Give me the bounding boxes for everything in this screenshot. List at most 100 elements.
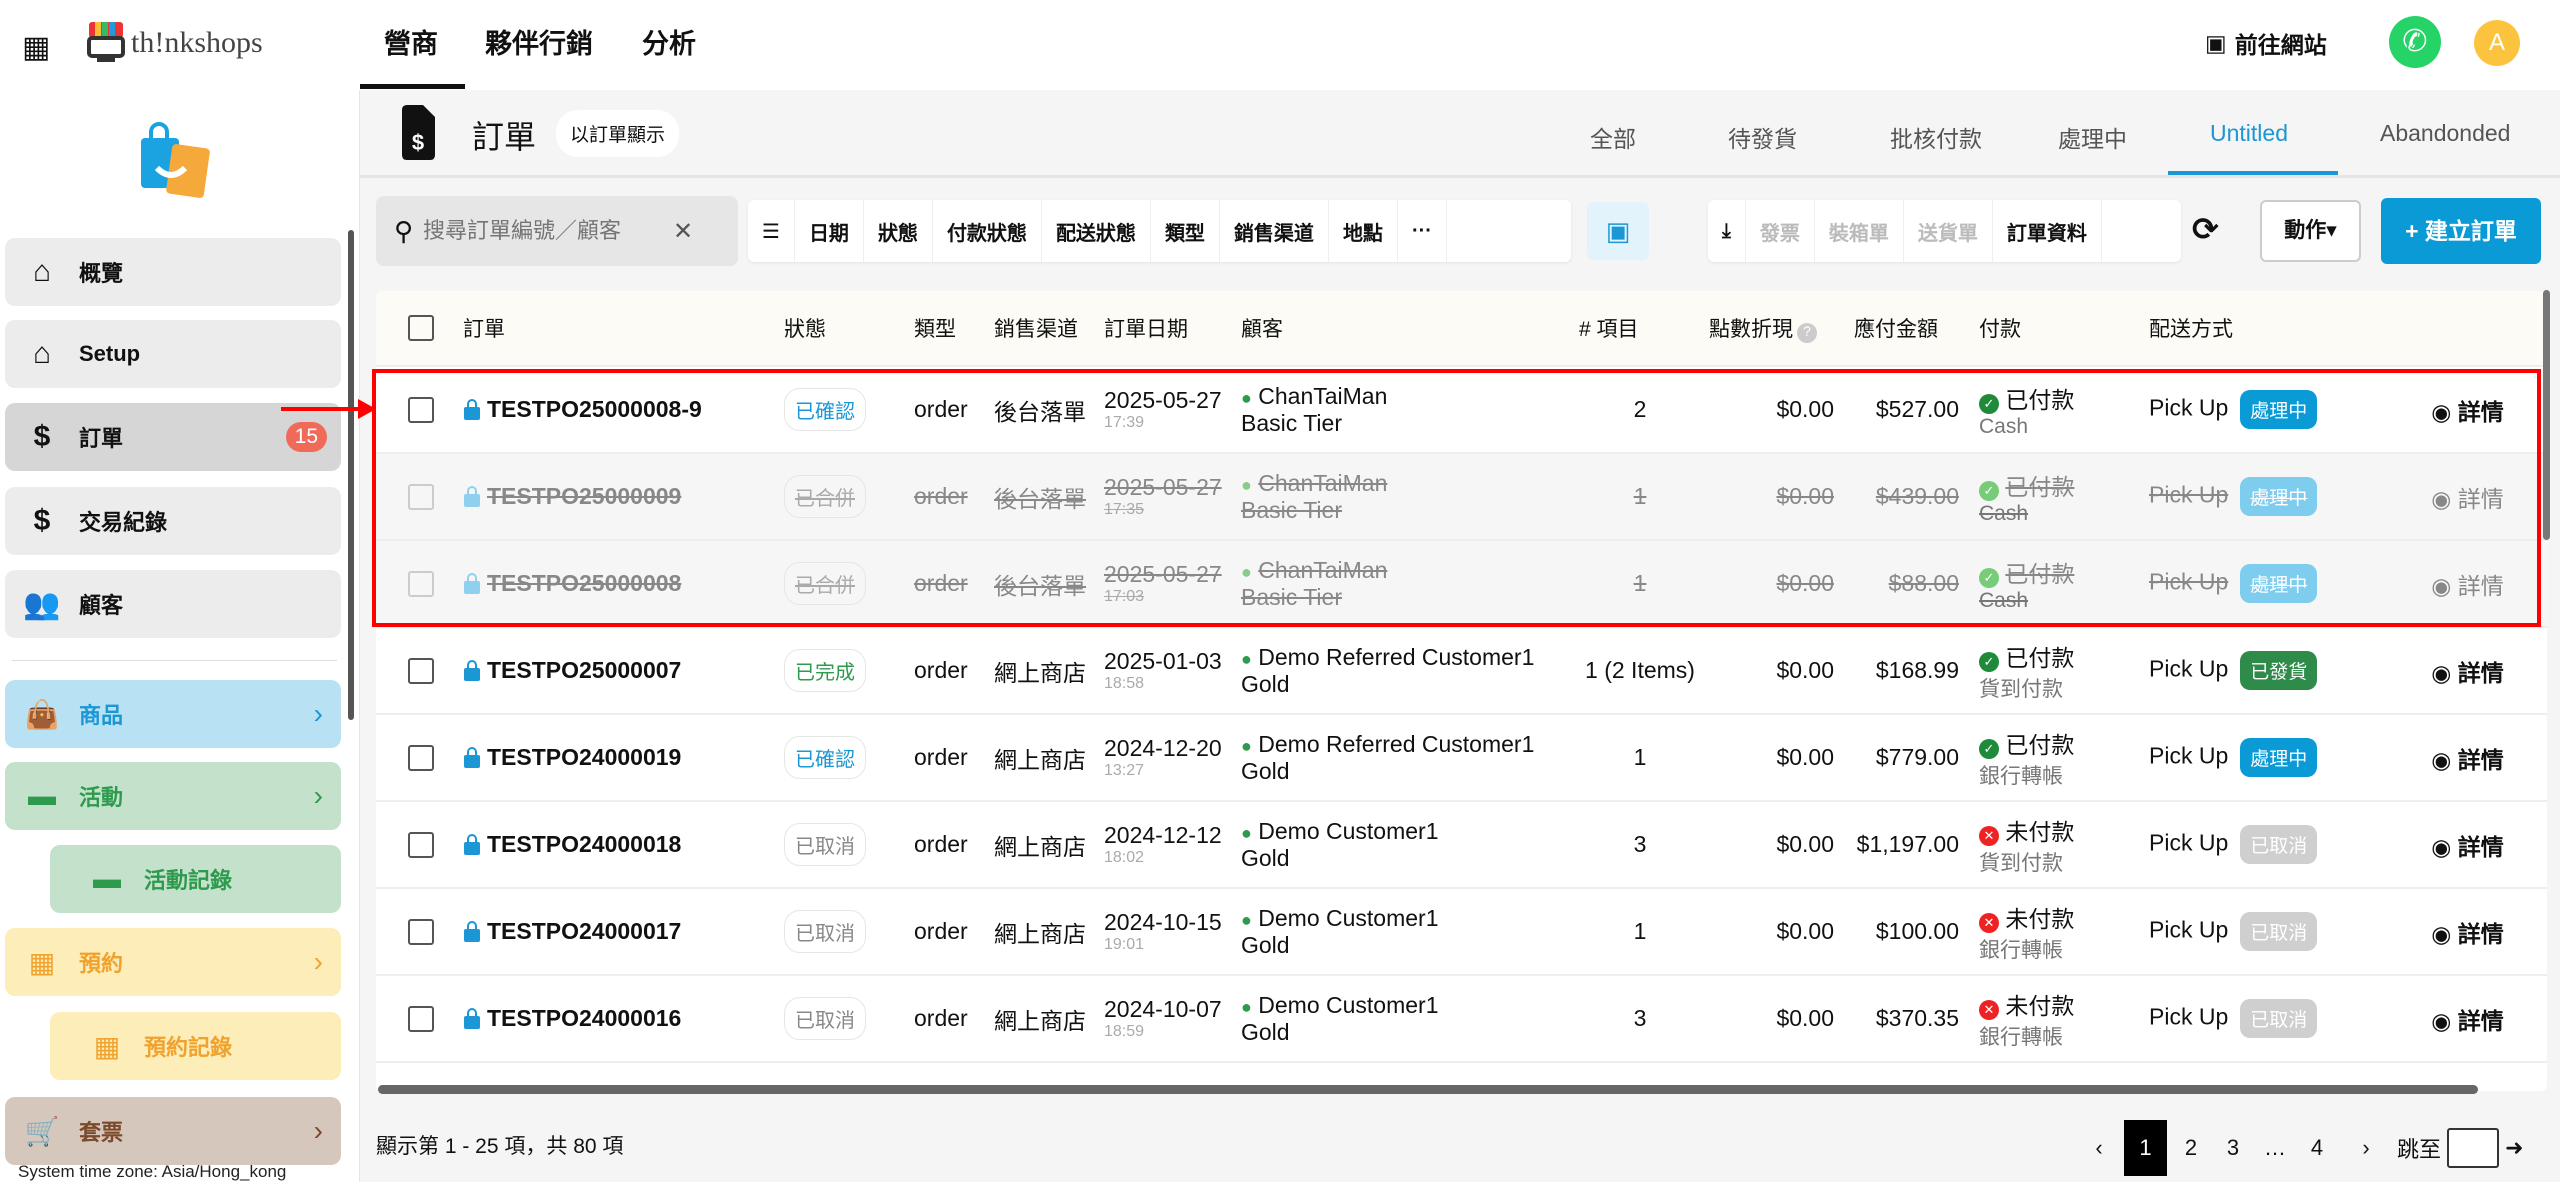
filter-4[interactable]: 類型 (1151, 200, 1220, 262)
clear-search-icon[interactable]: ✕ (673, 217, 694, 245)
sidebar-group-0[interactable]: 👜 商品 › (5, 680, 341, 748)
filter-0[interactable]: 日期 (795, 200, 864, 262)
view-toggle-button[interactable]: 以訂單顯示 (556, 110, 680, 157)
payment-status: 已付款 (2005, 386, 2075, 413)
order-id-link[interactable]: TESTPO25000007 (463, 657, 776, 684)
tab-4[interactable]: Untitled (2210, 120, 2288, 146)
search-input[interactable] (423, 218, 674, 244)
order-id-link[interactable]: TESTPO24000018 (463, 831, 776, 858)
next-page-icon[interactable]: › (2362, 1135, 2370, 1160)
detail-link[interactable]: ◉ 詳情 (2431, 921, 2503, 947)
detail-link[interactable]: ◉ 詳情 (2431, 486, 2503, 512)
export-3[interactable]: 訂單資料 (1993, 200, 2102, 262)
status-badge: 已確認 (784, 388, 866, 431)
nav-tab-partner-marketing[interactable]: 夥伴行銷 (485, 29, 593, 59)
detail-link[interactable]: ◉ 詳情 (2431, 660, 2503, 686)
order-id-link[interactable]: TESTPO25000009 (463, 483, 776, 510)
table-cell: 2024-10-07 18:59 (1096, 996, 1233, 1041)
search-box[interactable]: ⚲ ✕ (376, 196, 738, 266)
detail-link[interactable]: ◉ 詳情 (2431, 747, 2503, 773)
table-row[interactable]: TESTPO25000008-9 已確認 order 後台落單 2025-05-27 17… (376, 367, 2547, 454)
filter-5[interactable]: 銷售渠道 (1220, 200, 1329, 262)
sidebar-item-1[interactable]: ⌂ Setup (5, 320, 341, 388)
create-order-button[interactable]: + 建立訂單 (2381, 198, 2541, 264)
filter-2[interactable]: 付款狀態 (933, 200, 1042, 262)
sidebar-group-3[interactable]: ▦ 預約 › (5, 928, 341, 996)
tab-5[interactable]: Abandonded (2380, 120, 2511, 146)
help-icon[interactable]: ? (1797, 323, 1817, 343)
row-checkbox[interactable] (408, 657, 434, 684)
order-id-link[interactable]: TESTPO25000008 (463, 570, 776, 597)
nav-tab-business[interactable]: 營商 (384, 29, 438, 59)
avatar[interactable]: A (2474, 20, 2520, 66)
order-id-link[interactable]: TESTPO25000008-9 (463, 396, 776, 423)
filter-7[interactable]: ··· (1398, 200, 1447, 262)
prev-page-icon[interactable]: ‹ (2095, 1135, 2103, 1160)
row-checkbox[interactable] (408, 570, 434, 597)
sidebar-scrollbar[interactable] (348, 230, 354, 720)
table-horizontal-scrollbar[interactable] (378, 1085, 2478, 1094)
sidebar-item-0[interactable]: ⌂ 概覽 (5, 238, 341, 306)
page-0[interactable]: 1 (2124, 1120, 2167, 1176)
save-filter-icon[interactable]: ▣ (1587, 202, 1649, 260)
table-row[interactable]: TESTPO24000018 已取消 order 網上商店 2024-12-12 18:0… (376, 802, 2547, 889)
export-1[interactable]: 裝箱單 (1815, 200, 1904, 262)
go-page-icon[interactable]: ➜ (2505, 1135, 2524, 1160)
nav-tab-analytics[interactable]: 分析 (642, 29, 696, 59)
tab-2[interactable]: 批核付款 (1890, 126, 1982, 152)
column-header-0[interactable] (376, 315, 455, 341)
select-all-checkbox[interactable] (408, 315, 434, 341)
sidebar-group-4[interactable]: ▦ 預約記錄 (50, 1012, 341, 1080)
brand-logo[interactable]: th!nkshops (85, 20, 263, 66)
export-0[interactable]: 發票 (1746, 200, 1815, 262)
refresh-icon[interactable]: ⟳ (2192, 211, 2219, 247)
payment-method: Cash (1979, 588, 2029, 612)
go-to-website-link[interactable]: ▣ 前往網站 (2205, 26, 2327, 60)
detail-link[interactable]: ◉ 詳情 (2431, 1008, 2503, 1034)
table-row[interactable]: TESTPO24000019 已確認 order 網上商店 2024-12-20 13:2… (376, 715, 2547, 802)
order-id-link[interactable]: TESTPO24000016 (463, 1005, 776, 1032)
row-checkbox[interactable] (408, 483, 434, 510)
jump-page-input[interactable] (2447, 1128, 2500, 1168)
export-2[interactable]: 送貨單 (1904, 200, 1993, 262)
sidebar-item-2[interactable]: $ 訂單 15 (5, 403, 341, 471)
row-checkbox[interactable] (408, 396, 434, 423)
sidebar-group-2[interactable]: ▬ 活動記錄 (50, 845, 341, 913)
filter-3[interactable]: 配送狀態 (1042, 200, 1151, 262)
tab-1[interactable]: 待發貨 (1728, 126, 1797, 152)
sidebar-item-4[interactable]: 👥 顧客 (5, 570, 341, 638)
detail-link[interactable]: ◉ 詳情 (2431, 834, 2503, 860)
action-dropdown[interactable]: 動作▾ (2260, 200, 2361, 262)
whatsapp-icon[interactable]: ✆ (2389, 16, 2441, 68)
table-row[interactable]: TESTPO25000009 已合併 order 後台落單 2025-05-27 17:3… (376, 454, 2547, 541)
sidebar-item-3[interactable]: $ 交易紀錄 (5, 487, 341, 555)
detail-link[interactable]: ◉ 詳情 (2431, 573, 2503, 599)
tab-3[interactable]: 處理中 (2058, 126, 2127, 152)
row-checkbox[interactable] (408, 831, 434, 858)
filter-1[interactable]: 狀態 (864, 200, 933, 262)
status-badge: 已確認 (784, 736, 866, 779)
table-row[interactable]: TESTPO25000007 已完成 order 網上商店 2025-01-03 18:5… (376, 628, 2547, 715)
download-icon[interactable]: ⤓ (1708, 200, 1746, 262)
filter-settings-icon[interactable]: ☰ (748, 200, 795, 262)
apps-grid-icon[interactable]: ▦ (22, 31, 51, 64)
page-2[interactable]: 3 (2226, 1135, 2240, 1160)
table-vertical-scrollbar[interactable] (2543, 290, 2550, 540)
row-checkbox[interactable] (408, 744, 434, 771)
invoice-icon: $ (402, 105, 435, 160)
order-date: 2025-05-27 (1104, 387, 1222, 413)
table-row[interactable]: TESTPO24000017 已取消 order 網上商店 2024-10-15 19:0… (376, 889, 2547, 976)
page-1[interactable]: 2 (2184, 1135, 2198, 1160)
order-id-link[interactable]: TESTPO24000019 (463, 744, 776, 771)
page-4[interactable]: 4 (2310, 1135, 2324, 1160)
table-row[interactable]: TESTPO25000008 已合併 order 後台落單 2025-05-27 17:0… (376, 541, 2547, 628)
detail-link[interactable]: ◉ 詳情 (2431, 399, 2503, 425)
table-row[interactable]: TESTPO24000016 已取消 order 網上商店 2024-10-07 18:5… (376, 976, 2547, 1063)
row-checkbox[interactable] (408, 918, 434, 945)
sidebar-group-1[interactable]: ▬ 活動 › (5, 762, 341, 830)
order-id-link[interactable]: TESTPO24000017 (463, 918, 776, 945)
tab-0[interactable]: 全部 (1590, 126, 1636, 152)
row-checkbox[interactable] (408, 1005, 434, 1032)
sidebar-group-5[interactable]: 🛒 套票 › (5, 1097, 341, 1165)
filter-6[interactable]: 地點 (1329, 200, 1398, 262)
